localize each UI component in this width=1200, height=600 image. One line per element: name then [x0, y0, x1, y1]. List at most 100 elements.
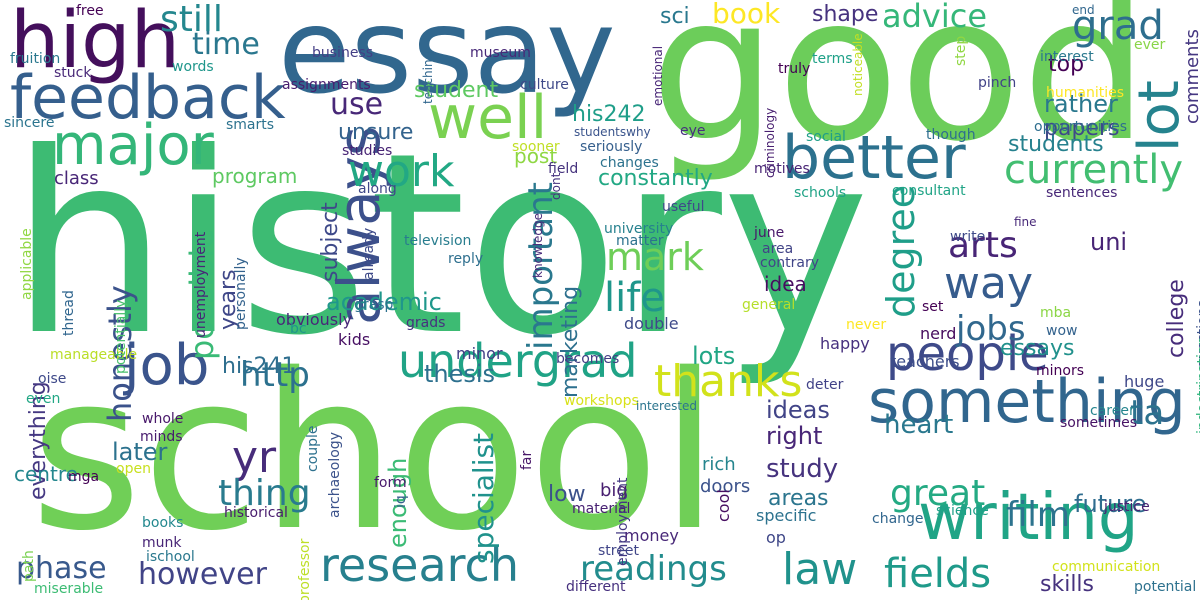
word-great: great [890, 473, 986, 514]
word-open: open [116, 461, 151, 477]
word-criminology: criminology [763, 107, 777, 178]
word-eye: eye [680, 123, 706, 139]
word-ta: ta [1130, 393, 1165, 433]
word-lots: lots [692, 342, 736, 370]
word-comments: comments [1182, 29, 1200, 124]
word-later: later [112, 438, 168, 466]
word-minors: minors [1036, 363, 1085, 379]
word-big: big [600, 480, 628, 501]
word-essays: essays [1000, 336, 1075, 361]
word-constantly: constantly [598, 166, 713, 191]
word-research: research [320, 538, 520, 592]
word-studies: studies [342, 143, 393, 159]
word-better: better [782, 123, 966, 193]
word-contrary: contrary [760, 255, 820, 271]
word-interest: interest [1040, 49, 1094, 65]
word-money: money [624, 526, 679, 545]
word-nerd: nerd [920, 324, 957, 343]
word-fruition: fruition [10, 51, 61, 67]
word-knowledge: knowledge [531, 212, 545, 278]
word-subject: subject [318, 202, 343, 282]
word-emotional: emotional [651, 45, 665, 106]
word-workshops: workshops [564, 393, 639, 409]
word-ischool: ischool [146, 549, 195, 565]
word-general: general [742, 297, 796, 313]
word-professor: professor [297, 538, 313, 600]
word-grasp: grasp [354, 297, 394, 313]
word-major: major [52, 113, 214, 178]
word-law: law [782, 544, 858, 595]
word-culture: culture [520, 77, 569, 93]
word-munk: munk [142, 535, 182, 551]
word-use: use [330, 87, 384, 122]
word-path: path [21, 550, 37, 582]
word-even: even [26, 391, 61, 407]
word-couple: couple [305, 425, 321, 472]
word-far: far [519, 450, 535, 470]
word-communication: communication [1052, 559, 1161, 575]
word-school: school [30, 327, 720, 578]
word-minor: minor [456, 344, 503, 363]
word-huge: huge [1124, 372, 1165, 391]
word-cool: cool [714, 489, 733, 522]
word-unsure: unsure [338, 120, 414, 145]
word-museum: museum [470, 45, 531, 61]
word-mba: mba [1040, 305, 1072, 321]
word-seriously: seriously [580, 139, 643, 155]
word-sooner: sooner [512, 139, 560, 155]
word-university: university [604, 221, 674, 237]
word-along: along [358, 181, 397, 197]
word-deter: deter [806, 377, 844, 393]
word-marketing: marketing [558, 285, 583, 398]
word-change: change [872, 511, 924, 527]
word-becomes: becomes [556, 351, 620, 367]
word-essay: essay [278, 0, 616, 120]
word-way: way [944, 258, 1033, 309]
word-truly: truly [778, 61, 811, 77]
word-mark: mark [606, 235, 704, 279]
word-top: top [1048, 52, 1085, 77]
word-readings: readings [580, 549, 727, 589]
word-iq: iq [393, 495, 409, 508]
word-wow: wow [1046, 323, 1078, 339]
word-student: student [414, 78, 499, 103]
word-assignments: assignments [282, 77, 371, 93]
word-op: op [766, 528, 786, 547]
word-heart: heart [884, 410, 954, 440]
word-book: book [712, 0, 781, 30]
word-college: college [1164, 279, 1189, 358]
word-life: life [604, 275, 665, 321]
word-low: low [548, 482, 586, 507]
word-yr: yr [232, 432, 277, 483]
word-currently: currently [1004, 147, 1184, 193]
word-consultant: consultant [892, 183, 966, 199]
word-studentswhy: studentswhy [574, 125, 651, 139]
word-rich: rich [702, 454, 736, 475]
word-television: television [404, 233, 472, 249]
word-different: different [566, 579, 626, 595]
word-students: students [1008, 132, 1104, 157]
word-shape: shape [812, 2, 879, 27]
word-archaeology: archaeology [327, 432, 343, 518]
word-double: double [624, 314, 679, 333]
word-time: time [192, 27, 260, 62]
word-doors: doors [700, 476, 751, 497]
word-though: though [926, 127, 976, 143]
word-indoctrination: indoctrination [1195, 336, 1200, 434]
word-whole: whole [142, 411, 184, 427]
word-mga: mga [68, 469, 100, 485]
word-field: field [548, 161, 579, 177]
word-arts: arts [948, 225, 1018, 266]
word-business: business [312, 45, 374, 61]
word-class: class [54, 168, 99, 189]
word-kids: kids [338, 330, 371, 349]
word-jobs: jobs [956, 309, 1026, 349]
word-stuck: stuck [54, 65, 92, 81]
word-feedback: feedback [10, 63, 286, 133]
word-thread: thread [61, 290, 77, 336]
word-personally: personally [233, 257, 249, 330]
word-specific: specific [756, 506, 817, 525]
word-phase: phase [16, 551, 107, 586]
word-sci: sci [660, 4, 690, 29]
word-obviously: obviously [276, 310, 353, 329]
